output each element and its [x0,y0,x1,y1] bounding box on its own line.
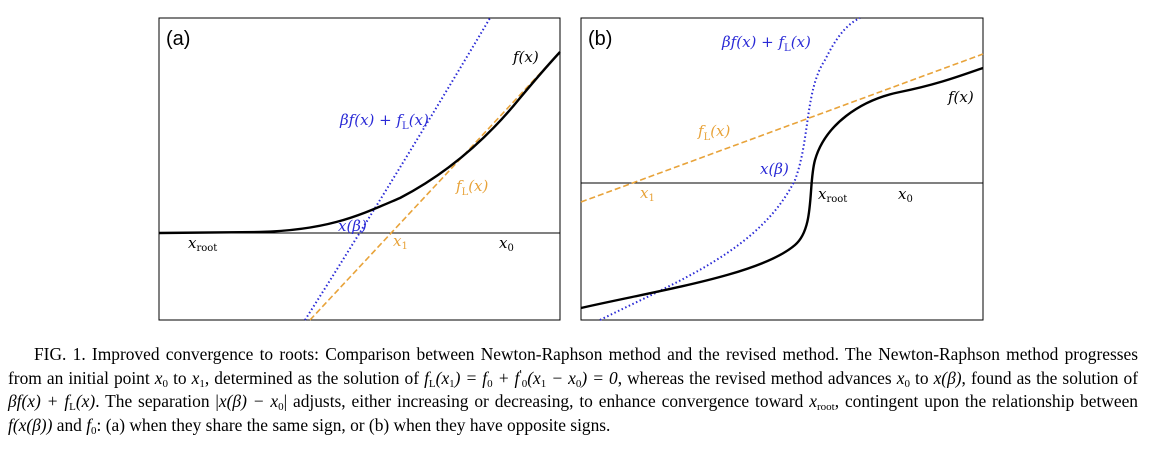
caption-math: (x [527,367,541,388]
panel-b-beta-curve [599,17,861,321]
caption-sub: L [428,377,436,390]
caption-sub: root [816,401,835,413]
panel-b-beta-label: βf(x) + fL(x) [721,33,811,54]
caption-text: to [168,367,192,388]
panel-a-fl-curve [309,51,561,321]
caption-text: , found as the solution of [961,367,1139,388]
panel-b: (b) f(x) βf(x) + fL(x) fL(x) x(β) xroot … [580,17,984,321]
caption-math: ) = 0 [581,367,618,388]
caption-math: (x [435,367,450,388]
panel-b-fl-curve [580,53,984,203]
panel-a-x1-label: x1 [393,232,408,252]
caption-sub: 0 [575,377,582,390]
panel-a-x-root-label: xroot [188,234,217,254]
caption-text: and [52,414,87,435]
caption-sup: ′ [519,367,522,380]
caption-sub: 0 [487,377,493,390]
caption-sub: 0 [162,377,169,390]
figure: (a) f(x) βf(x) + fL(x) fL(x) x(β) xroot … [158,17,984,321]
caption-sub: 1 [540,377,547,390]
panel-b-x1-label: x1 [640,184,655,204]
panel-a-fl-label: fL(x) [455,177,489,198]
caption-fig-label: FIG. 1. [34,344,86,364]
caption-text: , contingent upon the relationship betwe… [834,391,1138,411]
panel-b-f-label: f(x) [947,88,974,106]
panel-b-x-beta-label: x(β) [760,160,789,178]
panel-a-x-beta-label: x(β) [338,217,367,235]
caption-math: f [424,367,429,388]
caption-sub: 1 [199,377,205,390]
panel-b-frame [580,17,984,321]
caption-math: − x [546,367,576,388]
caption-text: : (a) when they share the same sign, or … [96,414,611,435]
panel-b-x-root-label: xroot [818,185,847,205]
caption-math: x(β) [933,367,962,388]
panel-a-label: (a) [166,28,190,50]
panel-b-f-curve [580,66,984,310]
caption-text: Improved convergence to roots: Compariso… [8,344,1138,388]
caption-sub: 0 [91,424,97,437]
caption-sub: 0 [904,377,910,390]
caption-text: . The separation | [95,391,219,411]
panel-a-beta-curve [304,17,491,321]
panel-a-f-label: f(x) [512,48,539,66]
panel-a-beta-label: βf(x) + fL(x) [339,111,429,132]
caption-text: , determined as the solution of [204,367,425,388]
caption-math: x [191,367,200,388]
caption-sub: 0 [278,401,284,413]
caption-sub: L [69,401,76,413]
caption-math: + f [492,367,520,388]
figure-caption: FIG. 1. Improved convergence to roots: C… [8,343,1138,437]
panel-b-x0-label: x0 [898,185,913,205]
caption-math: x [809,391,817,411]
panel-a-f-curve [158,51,561,235]
caption-math: x [896,367,905,388]
caption-sub: 0 [521,377,528,390]
caption-text: to [909,367,934,388]
caption-sub: 1 [449,377,455,390]
caption-text: | adjusts, either increasing or decreasi… [283,391,810,411]
panel-a: (a) f(x) βf(x) + fL(x) fL(x) x(β) xroot … [158,17,561,321]
panel-b-label: (b) [588,28,612,50]
caption-math: f [86,414,92,435]
panel-a-frame [158,17,561,321]
caption-math: x(β) − x [218,391,279,411]
caption-math: βf(x) + f [8,391,70,411]
caption-text: , whereas the revised method advances [617,367,897,388]
panel-b-fl-label: fL(x) [697,122,731,143]
caption-math: (x) [75,391,96,411]
caption-math: f(x(β)) [8,414,53,435]
panel-a-x0-label: x0 [499,234,514,254]
caption-math: ) = f [454,367,488,388]
caption-math: x [154,367,163,388]
